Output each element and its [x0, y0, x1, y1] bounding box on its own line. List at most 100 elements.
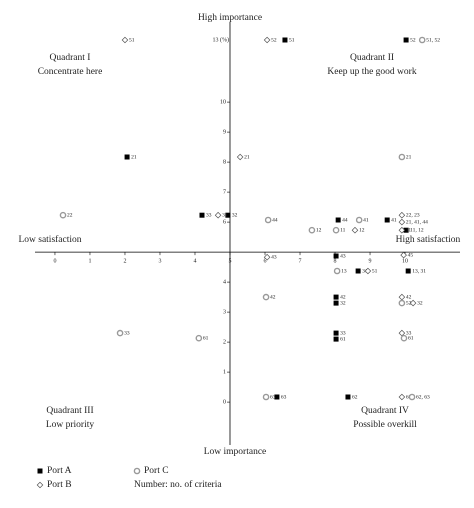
x-tick-label: 2: [123, 258, 126, 264]
quadrant-name: Quadrant II: [350, 53, 394, 63]
point-label: 43: [271, 254, 277, 260]
left-label: Low satisfaction: [18, 234, 81, 245]
point-label: 12: [359, 227, 365, 233]
point-label: 51: [129, 37, 135, 43]
point-label: 13, 31: [412, 268, 426, 274]
point-label: 62: [352, 394, 358, 400]
x-tick-label: 1: [88, 258, 91, 264]
quadrant-text: Possible overkill: [353, 420, 417, 430]
point: [214, 211, 222, 219]
point: [333, 300, 339, 306]
point: [398, 153, 406, 161]
y-tick-label: 2: [223, 339, 226, 345]
point: [333, 253, 339, 259]
legend-note: Number: no. of criteria: [134, 479, 222, 490]
point-label: 33: [406, 330, 412, 336]
y-tick-label: 7: [223, 189, 226, 195]
point-label: 44: [272, 217, 278, 223]
point-label: 33: [124, 330, 130, 336]
point-label: 42: [340, 294, 346, 300]
point-label: 45: [408, 252, 414, 258]
point-label: 42: [406, 294, 412, 300]
legend-label: Port A: [47, 466, 72, 476]
point: [398, 393, 406, 401]
point: [351, 226, 359, 234]
x-tick-label: 8: [334, 258, 337, 264]
x-tick-label: 6: [264, 258, 267, 264]
point: [398, 299, 406, 307]
legend-label: Port C: [144, 466, 169, 476]
y-tick-label: 0: [223, 399, 226, 405]
point-label: 32: [417, 300, 423, 306]
point: [384, 217, 390, 223]
point-label: 42: [270, 294, 276, 300]
quadrant-text: Concentrate here: [38, 67, 103, 77]
point: [264, 216, 272, 224]
point: [282, 37, 288, 43]
point-label: 12: [316, 227, 322, 233]
point-label: 63: [270, 394, 276, 400]
point: [409, 299, 417, 307]
point-label: 51: [372, 268, 378, 274]
point: [263, 253, 271, 261]
point-label: 21, 41, 44: [406, 219, 428, 225]
point: [124, 154, 130, 160]
point-label: 43: [340, 253, 346, 259]
point-label: 33: [340, 330, 346, 336]
y-tick-label: 4: [223, 279, 226, 285]
point: [405, 268, 411, 274]
point: [263, 36, 271, 44]
point-label: 41: [391, 217, 397, 223]
point: [398, 218, 406, 226]
x-tick-label: 9: [369, 258, 372, 264]
x-tick-label: 10: [402, 258, 408, 264]
point: [262, 293, 270, 301]
point-label: 61: [203, 335, 209, 341]
x-tick-label: 4: [193, 258, 196, 264]
legend-marker: [36, 481, 44, 489]
bottom-label: Low importance: [204, 447, 267, 457]
point-label: 22, 23: [406, 212, 420, 218]
point: [332, 226, 340, 234]
point-label: 51: [289, 37, 295, 43]
point: [236, 153, 244, 161]
point: [403, 37, 409, 43]
x-tick-label: 3: [158, 258, 161, 264]
y-tick-label: 9: [223, 129, 226, 135]
point: [398, 211, 406, 219]
point: [333, 336, 339, 342]
point-label: 31: [222, 212, 228, 218]
point-label: 52: [410, 37, 416, 43]
point-label: 22: [67, 212, 73, 218]
point-label: 63: [281, 394, 287, 400]
point-label: 21: [406, 154, 412, 160]
point: [333, 294, 339, 300]
y-tick-label: 3: [223, 309, 226, 315]
point-label: 52: [406, 300, 412, 306]
point-label: 51, 52: [426, 37, 440, 43]
right-label: High satisfaction: [396, 234, 461, 245]
point: [262, 393, 270, 401]
point: [398, 226, 406, 234]
point-label: 52: [271, 37, 277, 43]
x-tick-label: 5: [228, 258, 231, 264]
point-label: 44: [342, 217, 348, 223]
point-label: 11: [406, 227, 412, 233]
point: [398, 293, 406, 301]
point: [308, 226, 316, 234]
point-label: 21: [131, 154, 137, 160]
point: [408, 393, 416, 401]
point-label: 32: [232, 212, 238, 218]
legend-marker: [37, 468, 43, 474]
quadrant-text: Low priority: [46, 420, 95, 430]
top-label: High importance: [198, 13, 262, 23]
point: [225, 212, 231, 218]
point-label: 21: [244, 154, 250, 160]
point-label: 61: [408, 335, 414, 341]
point: [333, 330, 339, 336]
point: [195, 334, 203, 342]
point-label: 11: [340, 227, 346, 233]
point: [345, 394, 351, 400]
y-tick-label: 8: [223, 159, 226, 165]
point: [335, 217, 341, 223]
